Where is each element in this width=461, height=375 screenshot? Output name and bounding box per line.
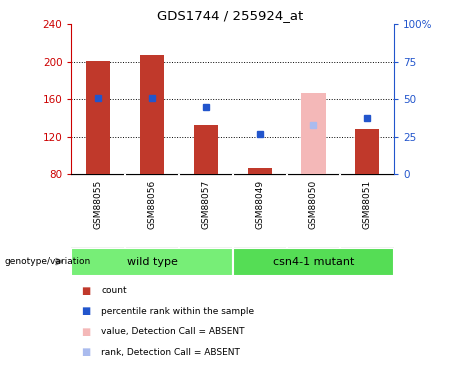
- Bar: [248, 168, 272, 174]
- Bar: [140, 56, 164, 174]
- Bar: [355, 129, 379, 174]
- Text: rank, Detection Call = ABSENT: rank, Detection Call = ABSENT: [101, 348, 240, 357]
- Text: GSM88051: GSM88051: [363, 180, 372, 230]
- Text: count: count: [101, 286, 127, 295]
- Text: GSM88057: GSM88057: [201, 180, 210, 230]
- Bar: [194, 124, 218, 174]
- Text: ■: ■: [81, 286, 90, 296]
- Text: ■: ■: [81, 348, 90, 357]
- Bar: [71, 248, 233, 276]
- Text: genotype/variation: genotype/variation: [5, 257, 91, 266]
- Text: ■: ■: [81, 327, 90, 337]
- Text: wild type: wild type: [127, 256, 177, 267]
- Text: percentile rank within the sample: percentile rank within the sample: [101, 307, 254, 316]
- Text: GSM88055: GSM88055: [94, 180, 103, 230]
- Text: value, Detection Call = ABSENT: value, Detection Call = ABSENT: [101, 327, 245, 336]
- Bar: [233, 248, 394, 276]
- Text: ■: ■: [81, 306, 90, 316]
- Bar: [301, 93, 325, 174]
- Text: GSM88050: GSM88050: [309, 180, 318, 230]
- Text: GDS1744 / 255924_at: GDS1744 / 255924_at: [157, 9, 304, 22]
- Bar: [86, 61, 111, 174]
- Text: GSM88049: GSM88049: [255, 180, 264, 230]
- Text: csn4-1 mutant: csn4-1 mutant: [273, 256, 354, 267]
- Text: GSM88056: GSM88056: [148, 180, 157, 230]
